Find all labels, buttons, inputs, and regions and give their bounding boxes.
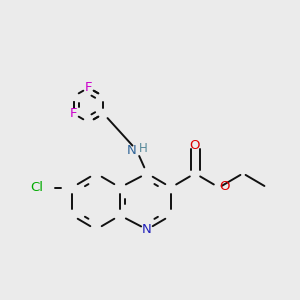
Text: N: N	[142, 223, 152, 236]
Text: F: F	[85, 81, 92, 94]
Text: F: F	[70, 107, 77, 120]
Text: H: H	[139, 142, 148, 155]
Text: N: N	[127, 143, 136, 157]
Text: O: O	[190, 139, 200, 152]
Text: O: O	[219, 179, 230, 193]
Text: Cl: Cl	[30, 181, 43, 194]
